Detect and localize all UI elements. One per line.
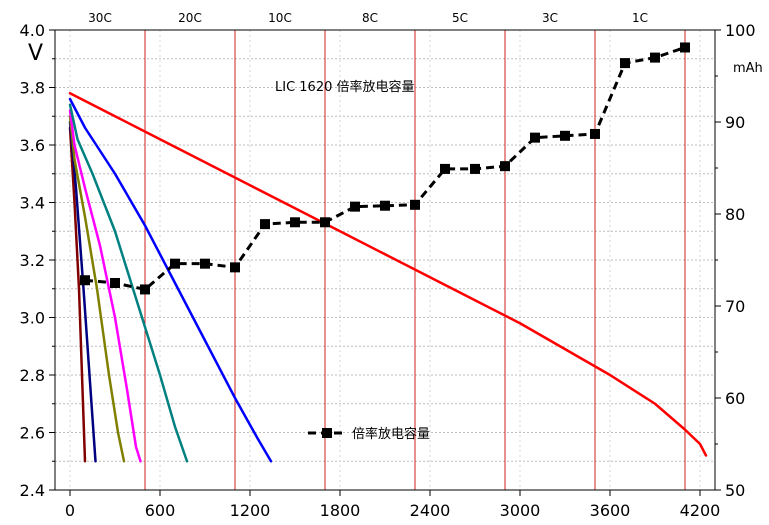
legend-label: 倍率放电容量 [352,426,430,442]
y2-tick-label: 50 [725,481,745,500]
capacity-point [350,201,360,212]
x-tick-label: 600 [145,501,176,520]
y2-tick-label: 60 [725,389,745,408]
capacity-point [170,258,180,269]
voltage-curve [68,103,189,463]
capacity-point [320,217,330,228]
x-tick-label: 1800 [320,501,361,520]
capacity-point [530,132,540,143]
capacity-point [470,163,480,174]
y2-tick-label: 70 [725,297,745,316]
voltage-curve [68,97,273,463]
rate-label: 3C [542,11,558,25]
capacity-point [620,58,630,69]
voltage-curve [68,92,708,457]
y-tick-label: 3.4 [20,194,45,213]
capacity-point [200,258,210,269]
voltage-series-layer [68,92,708,463]
capacity-line [84,46,686,292]
x-tick-label: 0 [65,501,75,520]
x-tick-label: 2400 [410,501,451,520]
y-tick-label: 4.0 [20,21,45,40]
legend: 倍率放电容量 [308,426,430,442]
y-axis-unit-label: V [28,41,43,66]
rate-label: 30C [88,11,112,25]
x-tick-label: 1200 [230,501,271,520]
capacity-point [380,200,390,211]
grid-layer [55,30,715,490]
voltage-curve [68,126,87,463]
y-tick-label: 3.0 [20,309,45,328]
y-tick-label: 2.6 [20,424,45,443]
axis-layer: 30C 20C 10C 8C 5C 3C 1C 0 600 1200 1800 2400 3000 360… [20,11,756,520]
rate-label: 10C [268,11,292,25]
voltage-curve [68,120,97,463]
capacity-point [410,199,420,210]
capacity-point [290,217,300,228]
legend-marker-square [322,428,332,438]
x-tick-label: 4200 [680,501,721,520]
capacity-point [80,275,90,286]
capacity-point [440,163,450,174]
rate-label: 1C [632,11,648,25]
voltage-curve [68,109,142,463]
chart-title: LIC 1620 倍率放电容量 [275,79,415,95]
right-axis-unit-label: mAh [733,61,763,76]
y-tick-label: 3.6 [20,136,45,155]
capacity-point [500,161,510,172]
y2-tick-label: 80 [725,205,745,224]
rate-label: 5C [452,11,468,25]
y-tick-label: 3.8 [20,79,45,98]
y-tick-label: 2.4 [20,481,45,500]
capacity-point [110,278,120,288]
capacity-point [260,219,270,230]
y-tick-label: 3.2 [20,251,45,270]
capacity-point [140,284,150,295]
capacity-point [230,262,240,273]
voltage-curve [68,115,126,463]
capacity-point [560,130,570,141]
y-tick-label: 2.8 [20,366,45,385]
y2-tick-label: 90 [725,113,745,132]
rate-divider-layer [144,30,686,490]
x-tick-label: 3000 [500,501,541,520]
y2-tick-label: 100 [725,21,756,40]
capacity-series-layer [80,42,690,295]
x-tick-label: 3600 [590,501,631,520]
rate-label: 8C [362,11,378,25]
rate-label: 20C [178,11,202,25]
capacity-point [680,42,690,53]
capacity-point [590,128,600,139]
capacity-point [650,52,660,63]
